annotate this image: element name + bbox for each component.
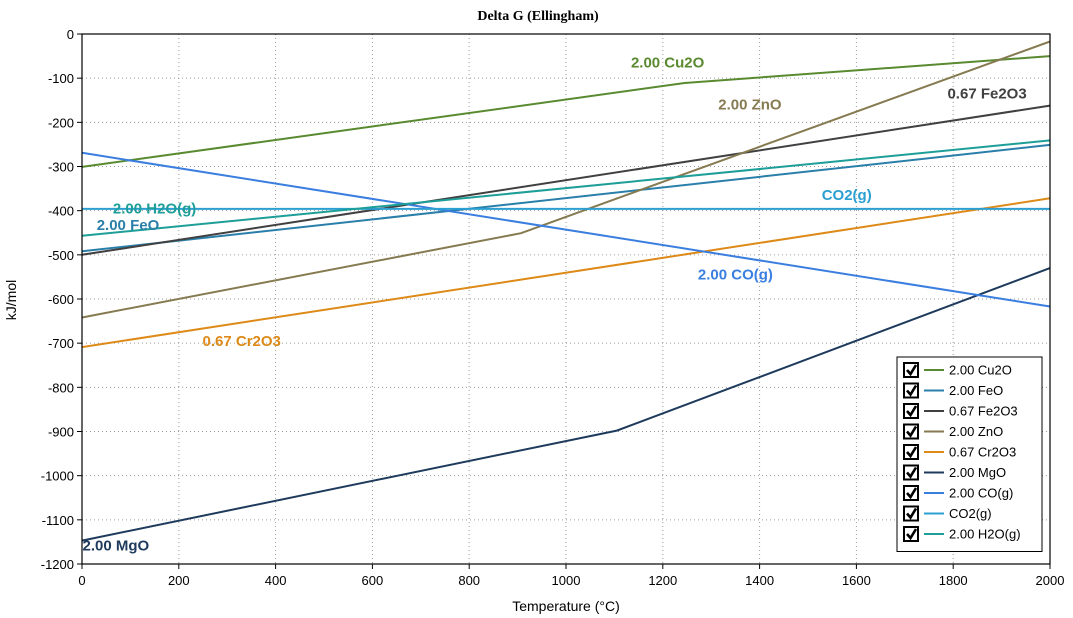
- series-line: [81, 197, 1051, 349]
- legend-item[interactable]: CO2(g): [903, 505, 992, 522]
- series-line: [81, 139, 1051, 237]
- legend-item[interactable]: 2.00 CO(g): [903, 485, 1013, 501]
- legend-label: 2.00 MgO: [949, 465, 1006, 480]
- series-line: [81, 151, 1051, 308]
- legend-item[interactable]: 2.00 Cu2O: [903, 362, 1012, 378]
- legend-label: 0.67 Fe2O3: [949, 404, 1018, 419]
- y-tick-label: -1100: [42, 513, 74, 528]
- x-tick-label: 600: [362, 573, 384, 588]
- y-tick-label: -800: [48, 380, 74, 395]
- check-icon: [906, 446, 918, 459]
- series-annotation: CO2(g): [822, 187, 872, 204]
- series-line: [81, 104, 1051, 256]
- series-line: [81, 55, 1051, 168]
- x-tick-label: 1800: [939, 573, 968, 588]
- check-icon: [906, 405, 918, 418]
- legend-label: 2.00 ZnO: [949, 424, 1003, 439]
- y-axis-label: kJ/mol: [3, 280, 19, 320]
- x-tick-label: 1000: [552, 573, 581, 588]
- x-tick-label: 1200: [648, 573, 677, 588]
- series-annotation: 2.00 CO(g): [698, 267, 773, 284]
- legend-item[interactable]: 2.00 ZnO: [903, 423, 1003, 440]
- y-tick-label: -700: [48, 336, 74, 351]
- grid-lines: [82, 34, 1050, 564]
- y-tick-label: -100: [48, 71, 74, 86]
- check-icon: [906, 425, 918, 438]
- chart-title: Delta G (Ellingham): [477, 9, 599, 24]
- legend-label: 2.00 Cu2O: [949, 363, 1012, 378]
- y-tick-label: -900: [48, 425, 74, 440]
- x-tick-label: 0: [78, 573, 85, 588]
- series-annotation: 2.00 FeO: [97, 217, 160, 234]
- legend-item[interactable]: 0.67 Cr2O3: [903, 444, 1016, 460]
- x-tick-label: 2000: [1036, 573, 1065, 588]
- y-tick-label: -600: [48, 292, 74, 307]
- check-icon: [906, 466, 918, 479]
- check-icon: [906, 364, 918, 377]
- legend-item[interactable]: 2.00 MgO: [903, 464, 1006, 481]
- x-tick-label: 400: [265, 573, 287, 588]
- series-line: [81, 143, 1051, 253]
- legend-item[interactable]: 2.00 FeO: [903, 382, 1003, 399]
- series-annotation: 2.00 ZnO: [718, 97, 782, 114]
- check-icon: [906, 384, 918, 397]
- series-annotation: 0.67 Fe2O3: [947, 86, 1026, 103]
- y-tick-label: -200: [48, 115, 74, 130]
- series-annotation: 2.00 Cu2O: [631, 55, 705, 72]
- legend-box: [896, 356, 1043, 552]
- x-tick-label: 200: [168, 573, 190, 588]
- legend-label: CO2(g): [949, 506, 992, 521]
- y-tick-label: 0: [67, 27, 74, 42]
- y-tick-label: -1200: [41, 557, 74, 572]
- legend: 2.00 Cu2O 2.00 FeO 0.67 Fe2O3 2.00 ZnO 0.67 …: [896, 356, 1043, 552]
- series-annotation: 0.67 Cr2O3: [203, 333, 281, 350]
- series-annotation: 2.00 MgO: [83, 537, 150, 554]
- legend-item[interactable]: 2.00 H2O(g): [903, 526, 1021, 542]
- legend-label: 0.67 Cr2O3: [949, 445, 1016, 460]
- series-lines: [81, 40, 1051, 542]
- check-icon: [906, 487, 918, 500]
- y-tick-label: -1000: [41, 469, 74, 484]
- legend-label: 2.00 H2O(g): [949, 527, 1021, 542]
- check-icon: [906, 528, 918, 541]
- x-axis-label: Temperature (°C): [512, 598, 620, 614]
- series-annotation: 2.00 H2O(g): [113, 200, 196, 217]
- y-tick-label: -500: [48, 248, 74, 263]
- x-tick-label: 1600: [842, 573, 871, 588]
- y-tick-label: -300: [48, 160, 74, 175]
- series-annotations: 2.00 Cu2O 2.00 ZnO 0.67 Fe2O3 CO2(g) 2.00 H2…: [83, 55, 1027, 555]
- x-axis-ticks: 0 200 400 600 800 1000 1200 1400 1600 1800 2000: [78, 564, 1064, 588]
- x-tick-label: 800: [458, 573, 480, 588]
- legend-label: 2.00 FeO: [949, 383, 1003, 398]
- series-line: [81, 267, 1051, 542]
- legend-label: 2.00 CO(g): [949, 486, 1013, 501]
- x-tick-label: 1400: [745, 573, 774, 588]
- check-icon: [906, 507, 918, 520]
- y-tick-label: -400: [48, 204, 74, 219]
- series-line: [81, 40, 1051, 319]
- legend-item[interactable]: 0.67 Fe2O3: [903, 403, 1018, 419]
- y-axis-ticks: 0 -100 -200 -300 -400 -500 -600 -700 -800 -900 -10…: [41, 27, 82, 572]
